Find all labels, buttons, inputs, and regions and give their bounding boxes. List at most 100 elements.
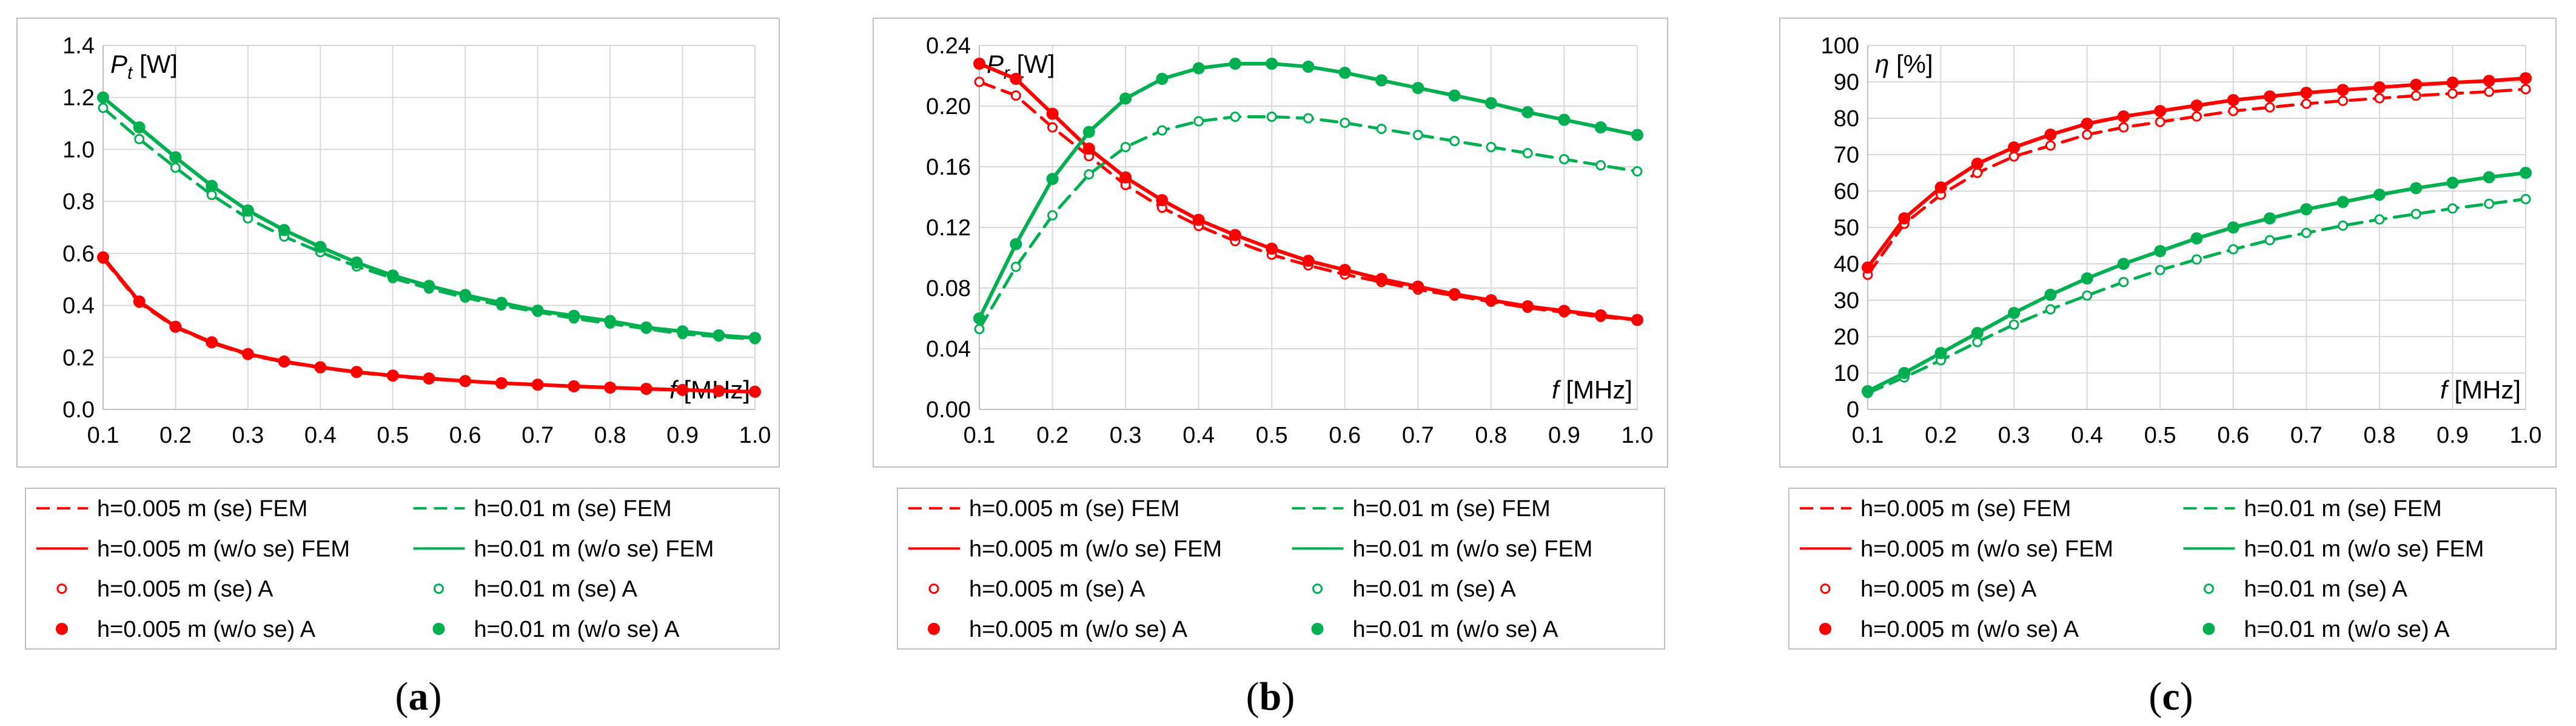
data-point bbox=[133, 121, 146, 133]
legend-label: h=0.005 m (se) A bbox=[97, 577, 273, 602]
x-tick-label: 1.0 bbox=[1622, 423, 1654, 448]
data-point bbox=[749, 385, 761, 398]
data-point bbox=[1484, 294, 1497, 306]
data-point bbox=[2373, 81, 2386, 93]
data-point bbox=[2227, 94, 2239, 106]
data-point bbox=[676, 383, 689, 396]
data-point bbox=[1229, 58, 1241, 70]
data-point bbox=[278, 355, 290, 368]
data-point bbox=[640, 321, 652, 334]
legend-item: h=0.01 m (w/o se) FEM bbox=[2183, 536, 2484, 562]
y-tick-label: 90 bbox=[1834, 70, 1859, 95]
data-point bbox=[1412, 82, 1424, 94]
data-point bbox=[2410, 90, 2421, 101]
data-point bbox=[1558, 113, 1571, 126]
data-point bbox=[1010, 73, 1022, 85]
data-point bbox=[241, 348, 254, 360]
panel-label: (b) bbox=[1246, 674, 1295, 719]
legend-label: h=0.005 m (se) A bbox=[969, 577, 1145, 602]
x-tick-label: 0.8 bbox=[1475, 423, 1507, 448]
y-axis-label: Pr [W] bbox=[987, 50, 1055, 83]
data-point bbox=[2446, 76, 2459, 89]
data-point bbox=[1266, 112, 1277, 122]
legend-label: h=0.005 m (se) FEM bbox=[1860, 496, 2071, 522]
data-point bbox=[2190, 232, 2203, 244]
legend-item: h=0.005 m (w/o se) FEM bbox=[1800, 536, 2113, 562]
y-tick-label: 70 bbox=[1834, 143, 1859, 168]
data-point bbox=[1449, 136, 1460, 146]
x-axis-label: f [MHz] bbox=[2440, 375, 2521, 404]
data-point bbox=[423, 280, 435, 292]
data-point bbox=[974, 76, 985, 87]
data-point bbox=[676, 325, 689, 338]
data-point bbox=[459, 289, 472, 301]
legend-box bbox=[897, 488, 1665, 650]
data-point bbox=[1448, 89, 1461, 102]
x-tick-label: 0.9 bbox=[666, 423, 699, 448]
x-tick-label: 0.3 bbox=[1998, 423, 2030, 448]
data-point bbox=[974, 324, 985, 334]
y-tick-label: 0.16 bbox=[926, 155, 971, 180]
data-point bbox=[1266, 243, 1278, 255]
data-point bbox=[1303, 113, 1313, 124]
data-point bbox=[2484, 198, 2495, 209]
data-point bbox=[170, 162, 181, 173]
data-point bbox=[1010, 238, 1022, 250]
legend-item: h=0.005 m (se) A bbox=[1820, 577, 2037, 602]
y-axis-label: Pt [W] bbox=[110, 50, 178, 83]
data-point bbox=[1338, 264, 1351, 276]
data-point bbox=[2227, 221, 2239, 234]
legend-label: h=0.005 m (w/o se) A bbox=[969, 617, 1188, 642]
legend-swatch-marker bbox=[2204, 583, 2214, 594]
x-tick-label: 0.5 bbox=[377, 423, 409, 448]
y-tick-label: 50 bbox=[1834, 215, 1859, 241]
data-point bbox=[386, 269, 399, 282]
data-point bbox=[1971, 327, 1984, 339]
legend-item: h=0.01 m (se) A bbox=[1312, 577, 1516, 602]
data-point bbox=[1193, 116, 1204, 127]
data-point bbox=[97, 91, 109, 104]
legend-label: h=0.01 m (se) FEM bbox=[474, 496, 672, 522]
legend-item: h=0.005 m (se) A bbox=[928, 577, 1145, 602]
legend-label: h=0.01 m (w/o se) FEM bbox=[1353, 536, 1593, 562]
data-point bbox=[1595, 160, 1606, 170]
data-point bbox=[1119, 92, 1132, 105]
data-point bbox=[1631, 129, 1643, 141]
data-point bbox=[1192, 62, 1205, 75]
x-tick-label: 0.6 bbox=[2217, 423, 2249, 448]
data-point bbox=[2483, 75, 2495, 87]
data-point bbox=[2008, 319, 2019, 330]
data-point bbox=[1934, 347, 1947, 359]
data-point bbox=[1412, 280, 1424, 293]
y-tick-label: 0.20 bbox=[926, 94, 971, 119]
legend-label: h=0.005 m (w/o se) A bbox=[1860, 617, 2079, 642]
legend-swatch-marker bbox=[1819, 622, 1831, 635]
data-point bbox=[314, 361, 327, 374]
data-point bbox=[1156, 73, 1169, 85]
y-tick-label: 0.04 bbox=[926, 337, 971, 362]
x-tick-label: 0.8 bbox=[2363, 423, 2395, 448]
data-point bbox=[1046, 107, 1059, 120]
x-tick-label: 0.3 bbox=[232, 423, 264, 448]
data-point bbox=[351, 366, 363, 378]
y-tick-label: 40 bbox=[1834, 252, 1859, 277]
legend-item: h=0.005 m (w/o se) A bbox=[928, 617, 1188, 642]
y-axis-label: η [%] bbox=[1875, 50, 1933, 78]
data-point bbox=[1632, 166, 1643, 176]
data-point bbox=[2192, 254, 2202, 265]
data-point bbox=[2044, 289, 2057, 301]
legend-item: h=0.01 m (se) A bbox=[2204, 577, 2407, 602]
data-point bbox=[2008, 151, 2019, 162]
data-point bbox=[1010, 261, 1021, 272]
data-point bbox=[531, 304, 544, 317]
data-point bbox=[1302, 61, 1315, 73]
data-point bbox=[2446, 176, 2459, 189]
data-point bbox=[713, 329, 725, 341]
data-point bbox=[2520, 72, 2532, 84]
data-point bbox=[1047, 122, 1058, 133]
data-point bbox=[386, 369, 399, 382]
data-point bbox=[1375, 273, 1388, 285]
data-point bbox=[2045, 304, 2056, 315]
x-tick-label: 0.5 bbox=[2144, 423, 2176, 448]
legend-item: h=0.005 m (w/o se) FEM bbox=[908, 536, 1222, 562]
